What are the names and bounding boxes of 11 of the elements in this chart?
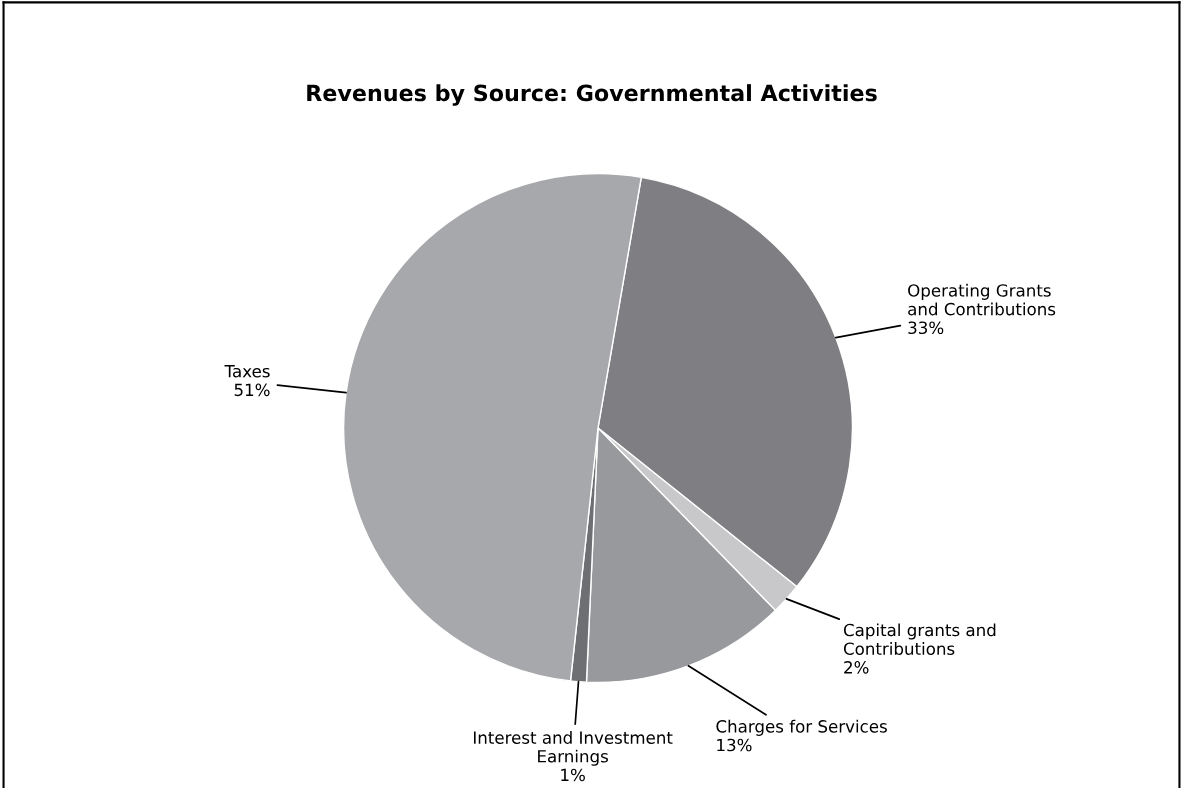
slice-label: Operating Grants and Contributions — [908, 283, 1056, 316]
slice-label: Interest and Investment Earnings — [473, 731, 673, 766]
data-label: 1% — [561, 768, 585, 782]
data-label: 51% — [234, 383, 270, 397]
data-label: 33% — [908, 321, 944, 335]
slice-label: Charges for Services — [716, 719, 887, 736]
slice-label: Taxes — [224, 365, 270, 378]
data-label: 13% — [717, 738, 752, 752]
chart-title: Revenues by Source: Governmental Activities — [307, 84, 877, 106]
data-label: 2% — [844, 661, 869, 674]
slice-label: Capital grants and Contributions — [843, 623, 996, 655]
